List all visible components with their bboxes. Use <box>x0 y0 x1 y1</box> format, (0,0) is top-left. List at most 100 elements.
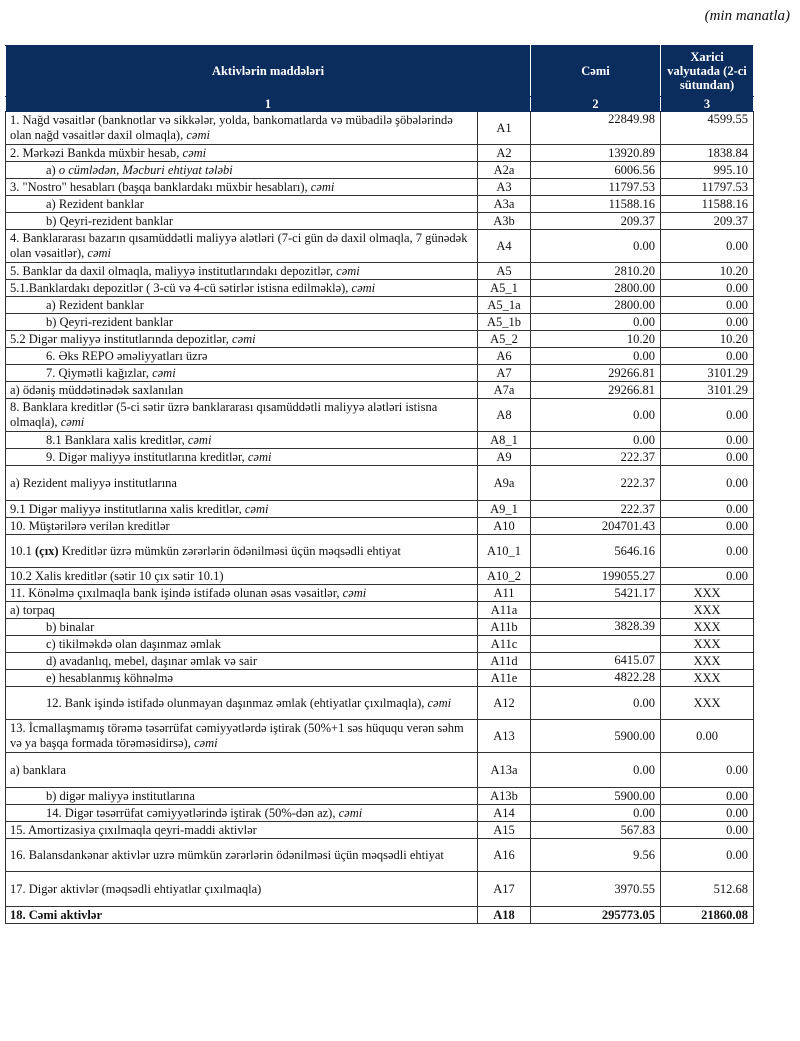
item-code: A13 <box>476 719 532 753</box>
foreign-value: 0.00 <box>660 448 755 466</box>
table-row: 10. Müştərilərə verilən kreditlər A10 2047… <box>5 517 755 535</box>
item-code: A11d <box>476 652 532 670</box>
foreign-value: 3101.29 <box>660 364 755 382</box>
total-value: 5900.00 <box>530 787 662 805</box>
item-code: A10_1 <box>476 534 532 568</box>
foreign-value: XXX <box>660 669 755 687</box>
total-value: 5421.17 <box>530 584 662 602</box>
label-text: 18. Cəmi aktivlər <box>10 907 102 922</box>
label-text: 5.2 Digər maliyyə institutlarında depozi… <box>10 331 233 346</box>
item-label: b) Qeyri-rezident banklar <box>5 212 478 230</box>
item-code: A3b <box>476 212 532 230</box>
item-code: A9_1 <box>476 500 532 518</box>
item-code: A11e <box>476 669 532 687</box>
foreign-value: XXX <box>660 618 755 636</box>
item-label: a) banklara <box>5 752 478 788</box>
total-value: 22849.98 <box>530 111 662 145</box>
total-value: 0.00 <box>530 431 662 449</box>
foreign-value: 21860.08 <box>660 906 755 924</box>
foreign-value: XXX <box>660 584 755 602</box>
label-text: 12. Bank işində istifadə olunmayan daşın… <box>46 695 428 710</box>
label-text: 15. Amortizasiya çıxılmaqla qeyri-maddi … <box>10 822 257 837</box>
table-row: 4. Banklararası bazarın qısamüddətli mal… <box>5 229 755 263</box>
total-value: 204701.43 <box>530 517 662 535</box>
total-value: 11588.16 <box>530 195 662 213</box>
foreign-value: 512.68 <box>660 871 755 907</box>
label-text: a) ödəniş müddətinədək saxlanılan <box>10 382 184 397</box>
label-text: 10.2 Xalis kreditlər (sətir 10 çıx sətir… <box>10 568 224 583</box>
table-row: 5. Banklar da daxil olmaqla, maliyyə ins… <box>5 262 755 280</box>
label-text: a) banklara <box>10 762 66 777</box>
item-code: A11c <box>476 635 532 653</box>
table-row: a) o cümlədən, Məcburi ehtiyat tələbi A2a… <box>5 161 755 179</box>
foreign-value: 4599.55 <box>660 111 755 145</box>
table-row: 1. Nağd vəsaitlər (banknotlar və sikkələ… <box>5 111 755 145</box>
label-text: 4. Banklararası bazarın qısamüddətli mal… <box>10 231 468 260</box>
label-text: cəmi <box>182 145 207 160</box>
label-text: cəmi <box>60 415 85 429</box>
item-code: A10 <box>476 517 532 535</box>
item-code: A5 <box>476 262 532 280</box>
total-value: 2810.20 <box>530 262 662 280</box>
total-value: 4822.28 <box>530 669 662 687</box>
table-row: 8. Banklara kreditlər (5-ci sətir üzrə b… <box>5 398 755 432</box>
total-value: 199055.27 <box>530 567 662 585</box>
label-text: 2. Mərkəzi Bankda müxbir hesab, <box>10 145 183 160</box>
table-row: a) Rezident banklar A3a 11588.16 11588.16 <box>5 195 755 213</box>
label-text: 14. Digər təsərrüfat cəmiyyətlərində işt… <box>46 805 339 820</box>
item-label: 16. Balansdankənar aktivlər uzrə mümkün … <box>5 838 478 872</box>
item-label: a) Rezident maliyyə institutlarına <box>5 465 478 501</box>
item-label: b) Qeyri-rezident banklar <box>5 313 478 331</box>
total-value: 295773.05 <box>530 906 662 924</box>
table-row: e) hesablanmış köhnəlmə A11e 4822.28 XXX <box>5 669 755 687</box>
item-label: 14. Digər təsərrüfat cəmiyyətlərində işt… <box>5 804 478 822</box>
table-row: 13. İcmallaşmamış törəmə təsərrüfat cəmi… <box>5 719 755 753</box>
total-value: 5646.16 <box>530 534 662 568</box>
item-code: A7 <box>476 364 532 382</box>
item-label: 7. Qiymətli kağızlar, cəmi <box>5 364 478 382</box>
item-label: 12. Bank işində istifadə olunmayan daşın… <box>5 686 478 720</box>
total-value: 6006.56 <box>530 161 662 179</box>
item-code: A11a <box>476 601 532 619</box>
item-code: A7a <box>476 381 532 399</box>
label-text: b) binalar <box>46 619 95 634</box>
item-label: a) o cümlədən, Məcburi ehtiyat tələbi <box>5 161 478 179</box>
foreign-value: 0.00 <box>660 821 755 839</box>
item-label: 4. Banklararası bazarın qısamüddətli mal… <box>5 229 478 263</box>
total-value: 29266.81 <box>530 381 662 399</box>
table-row: 11. Könəlmə çıxılmaqla bank işində istif… <box>5 584 755 602</box>
label-text: a) torpaq <box>10 602 55 617</box>
total-value: 9.56 <box>530 838 662 872</box>
label-text: 9.1 Digər maliyyə institutlarına xalis k… <box>10 501 245 516</box>
header-foreign: Xarici valyutada (2-ci sütundan) <box>660 45 755 97</box>
label-text: cəmi <box>187 432 212 447</box>
foreign-value: 0.00 <box>660 398 755 432</box>
header-num-1: 1 <box>4 96 532 112</box>
item-label: 17. Digər aktivlər (məqsədli ehtiyatlar … <box>5 871 478 907</box>
header-num-2: 2 <box>530 96 662 112</box>
label-text: 10. Müştərilərə verilən kreditlər <box>10 518 170 533</box>
table-body: 1. Nağd vəsaitlər (banknotlar və sikkələ… <box>5 111 755 924</box>
item-code: A13a <box>476 752 532 788</box>
table-row: a) Rezident maliyyə institutlarına A9a 222… <box>5 465 755 501</box>
foreign-value: 209.37 <box>660 212 755 230</box>
table-row: d) avadanlıq, mebel, daşınar əmlak və sa… <box>5 652 755 670</box>
label-text: 8.1 Banklara xalis kreditlər, <box>46 432 188 447</box>
item-label: 13. İcmallaşmamış törəmə təsərrüfat cəmi… <box>5 719 478 753</box>
item-code: A8 <box>476 398 532 432</box>
item-code: A12 <box>476 686 532 720</box>
label-text: d) avadanlıq, mebel, daşınar əmlak və sa… <box>46 653 258 668</box>
item-label: b) digər maliyyə institutlarına <box>5 787 478 805</box>
header-total: Cəmi <box>530 45 662 97</box>
label-text: 9. Digər maliyyə institutlarına kreditlə… <box>46 449 248 464</box>
table-row: 5.1.Banklardakı depozitlər ( 3-cü və 4-c… <box>5 279 755 297</box>
foreign-value: 11588.16 <box>660 195 755 213</box>
label-text: a) <box>46 162 59 177</box>
foreign-value: 0.00 <box>660 431 755 449</box>
item-label: c) tikilməkdə olan daşınmaz əmlak <box>5 635 478 653</box>
total-value: 13920.89 <box>530 144 662 162</box>
table-row: 12. Bank işində istifadə olunmayan daşın… <box>5 686 755 720</box>
item-code: A13b <box>476 787 532 805</box>
foreign-value: 0.00 <box>660 500 755 518</box>
table-row: a) torpaq A11a XXX <box>5 601 755 619</box>
